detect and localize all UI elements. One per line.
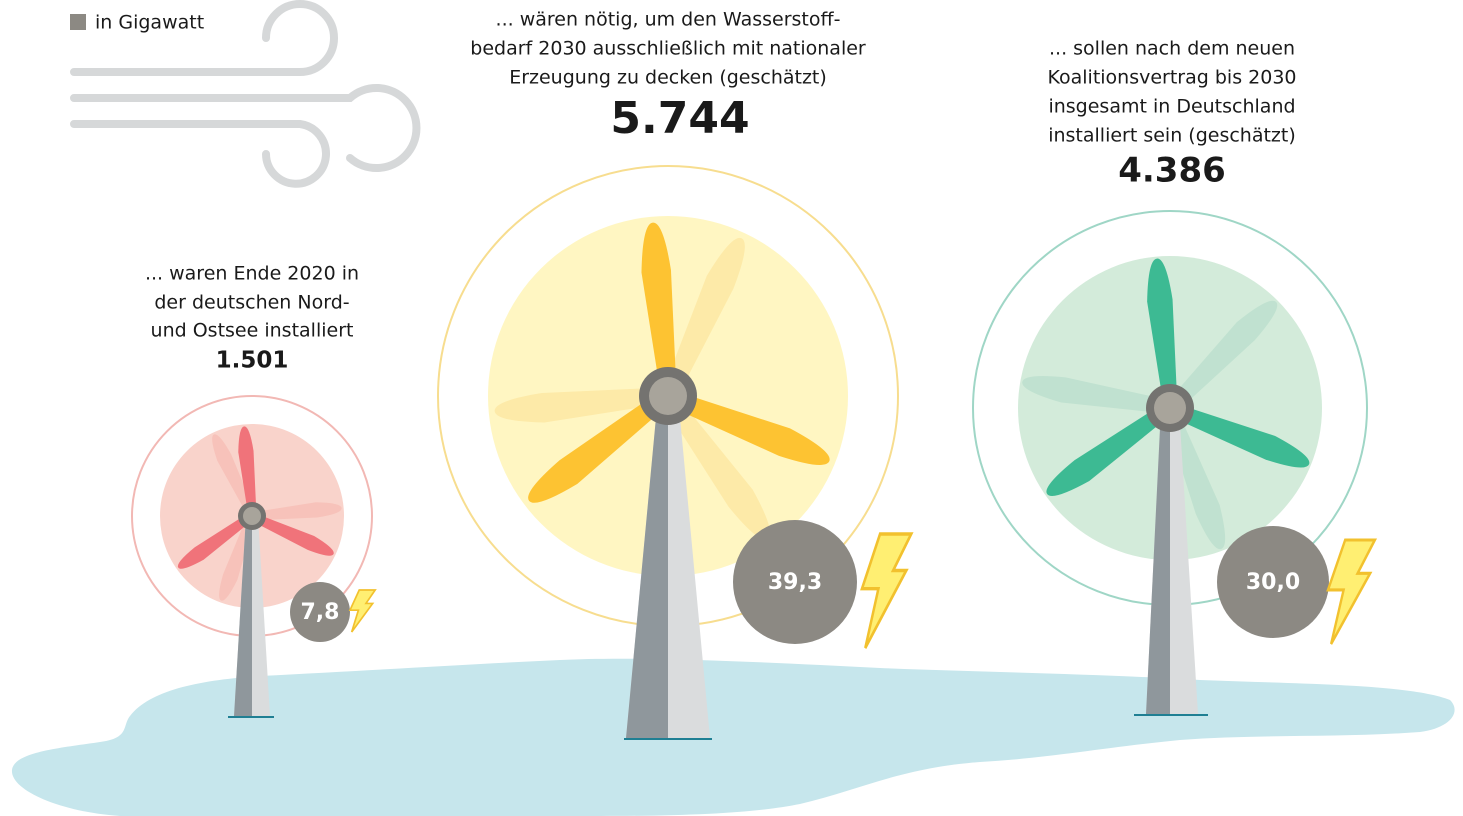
turbine <box>438 166 911 739</box>
description-line: Erzeugung zu decken (geschätzt) <box>509 67 827 89</box>
description-line: ... sollen nach dem neuen <box>1049 38 1295 60</box>
description-line: installiert sein (geschätzt) <box>1048 125 1296 147</box>
description-line: ... wären nötig, um den Wasserstoff- <box>496 9 841 31</box>
turbine <box>132 396 375 717</box>
description-line: Koalitionsvertrag bis 2030 <box>1047 67 1296 89</box>
description-line: insgesamt in Deutschland <box>1048 96 1295 118</box>
gigawatt-value: 7,8 <box>301 600 340 625</box>
water <box>12 659 1455 816</box>
description-line: und Ostsee installiert <box>151 320 354 342</box>
turbine <box>973 211 1375 715</box>
legend-swatch <box>70 14 86 30</box>
gigawatt-value: 39,3 <box>768 570 822 595</box>
infographic: in Gigawatt <box>0 0 1463 816</box>
description-line: bedarf 2030 ausschließlich mit nationale… <box>470 38 866 60</box>
turbine-count: 5.744 <box>610 93 749 144</box>
turbine-count: 1.501 <box>216 348 289 374</box>
description-line: ... waren Ende 2020 in <box>145 263 359 285</box>
legend-label: in Gigawatt <box>95 12 204 34</box>
description-line: der deutschen Nord- <box>154 292 349 314</box>
gigawatt-value: 30,0 <box>1246 570 1300 595</box>
turbine-count: 4.386 <box>1118 151 1226 191</box>
